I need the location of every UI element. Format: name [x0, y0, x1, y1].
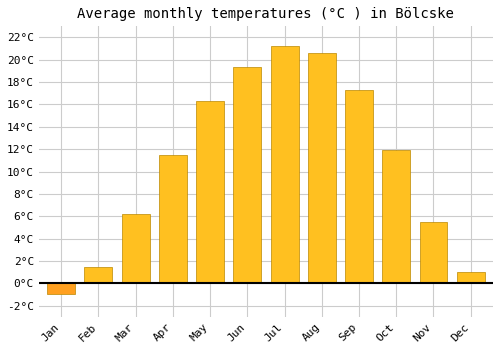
Bar: [382, 150, 410, 283]
Bar: [457, 272, 484, 283]
Bar: [420, 222, 448, 283]
Title: Average monthly temperatures (°C ) in Bölcske: Average monthly temperatures (°C ) in Bö…: [78, 7, 454, 21]
Bar: [122, 214, 150, 283]
Bar: [47, 283, 75, 294]
Bar: [159, 155, 187, 283]
Bar: [345, 90, 373, 283]
Bar: [270, 47, 298, 283]
Bar: [234, 66, 262, 283]
Bar: [196, 101, 224, 283]
Bar: [84, 266, 112, 283]
Bar: [308, 53, 336, 283]
